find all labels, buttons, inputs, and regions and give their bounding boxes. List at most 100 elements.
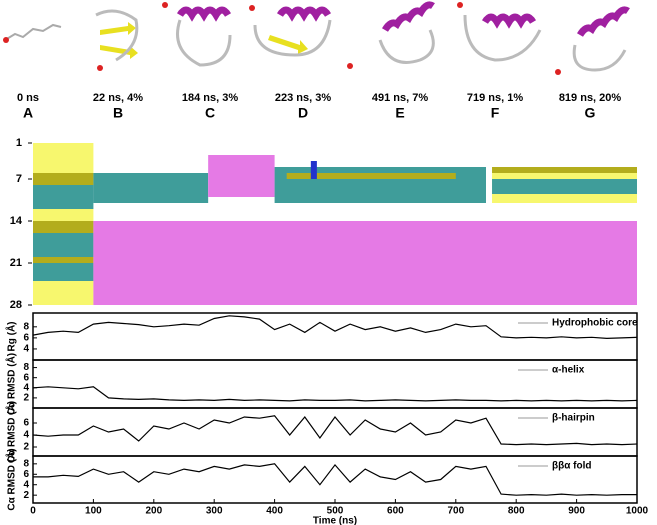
snapshot-letter: G (585, 105, 596, 121)
y-tick-label: 4 (23, 479, 29, 490)
snapshot-letter: F (491, 105, 500, 121)
ss-block (286, 173, 456, 179)
coil (95, 9, 139, 62)
x-tick-label: 900 (568, 506, 585, 517)
panel-frame (32, 312, 638, 361)
snapshot-letter: B (113, 105, 123, 121)
terminus (3, 37, 9, 43)
y-axis-label: Cα RMSD (Å) (5, 448, 18, 510)
x-tick-label: 700 (447, 506, 464, 517)
terminus (347, 63, 353, 69)
helix (276, 6, 332, 22)
series-line (33, 463, 637, 496)
x-tick-label: 800 (508, 506, 525, 517)
ss-block (33, 233, 94, 257)
beta-strand (268, 35, 308, 54)
series-line (32, 315, 638, 340)
ss-block (33, 257, 94, 263)
ss-block (492, 167, 637, 173)
y-tick-label: 7 (16, 173, 22, 185)
y-axis-label: Cα RMSD (Å) (5, 401, 18, 463)
y-tick-label: 4 (23, 430, 29, 441)
legend-label: ββα fold (552, 461, 591, 472)
snapshot-letter: E (395, 105, 404, 121)
coil (176, 19, 232, 67)
ss-block (33, 221, 94, 233)
ss-block (93, 221, 637, 305)
series-line (32, 415, 638, 446)
x-tick-label: 400 (266, 506, 283, 517)
snapshot-time: 22 ns, 4% (93, 92, 143, 104)
coil (378, 29, 435, 64)
y-tick-label: 4 (23, 382, 29, 393)
y-tick-label: 6 (23, 372, 29, 383)
terminus (162, 2, 168, 8)
y-tick-label: 2 (23, 442, 29, 453)
legend-label: Hydrophobic core (552, 318, 638, 329)
y-tick-label: 4 (23, 344, 29, 355)
snapshot-time: 0 ns (17, 92, 39, 104)
legend-label: α-helix (552, 365, 585, 376)
beta-strand (100, 22, 138, 59)
ss-block (310, 161, 317, 179)
y-tick-label: 8 (23, 362, 29, 373)
unfolded-chain (4, 23, 62, 41)
helix (381, 1, 435, 32)
ss-block (33, 263, 94, 281)
y-tick-label: 6 (23, 333, 29, 344)
snapshot-time: 819 ns, 20% (559, 92, 622, 104)
ss-block (208, 155, 275, 197)
legend-label: β-hairpin (552, 413, 595, 424)
snapshot-letter: D (298, 105, 308, 121)
y-tick-label: 28 (10, 299, 22, 311)
snapshot-letter: C (205, 105, 215, 121)
y-tick-label: 2 (23, 393, 29, 404)
coil (463, 14, 542, 62)
y-tick-label: 8 (23, 458, 29, 469)
terminus (457, 2, 463, 8)
ss-block (93, 173, 209, 203)
ss-block (33, 173, 94, 185)
x-tick-label: 300 (206, 506, 223, 517)
x-tick-label: 200 (145, 506, 162, 517)
y-tick-label: 6 (23, 469, 29, 480)
x-tick-label: 1000 (626, 506, 649, 517)
ss-block (274, 167, 486, 203)
y-tick-label: 1 (16, 137, 22, 149)
structure-snapshots (3, 1, 630, 75)
ss-block (33, 143, 94, 173)
terminus (555, 69, 561, 75)
coil (572, 44, 627, 72)
helix (176, 6, 232, 22)
series-line (32, 386, 638, 402)
x-tick-label: 500 (327, 506, 344, 517)
y-tick-label: 2 (23, 490, 29, 501)
x-axis-label: Time (ns) (313, 516, 357, 525)
y-tick-label: 8 (23, 321, 29, 332)
helix (481, 13, 537, 29)
snapshot-time: 491 ns, 7% (372, 92, 428, 104)
terminus (249, 5, 255, 11)
snapshot-time: 223 ns, 3% (275, 92, 331, 104)
helix (576, 6, 630, 37)
y-tick-label: 21 (10, 257, 22, 269)
ss-block (33, 209, 94, 221)
ss-block (492, 179, 637, 194)
panel-frame (32, 455, 638, 504)
snapshot-letter: A (23, 105, 33, 121)
x-tick-label: 0 (30, 506, 36, 517)
ss-block (33, 281, 94, 305)
snapshot-time: 184 ns, 3% (182, 92, 238, 104)
terminus (97, 65, 103, 71)
x-tick-label: 100 (85, 506, 102, 517)
ss-block (33, 185, 94, 209)
x-tick-label: 600 (387, 506, 404, 517)
y-tick-label: 14 (10, 215, 23, 227)
y-tick-label: 6 (23, 418, 29, 429)
coil (253, 19, 332, 57)
y-axis-label: Rg (Å) (5, 322, 18, 352)
snapshot-time: 719 ns, 1% (467, 92, 523, 104)
panel-frame (32, 407, 638, 457)
y-axis-label: Cα RMSD (Å) (5, 353, 18, 415)
